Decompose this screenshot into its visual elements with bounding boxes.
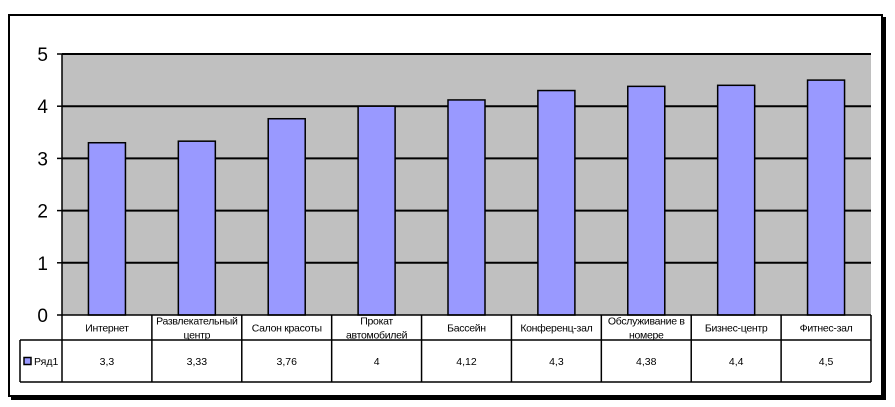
category-label: Прокат bbox=[360, 316, 393, 328]
data-value-label: 4 bbox=[374, 356, 380, 368]
category-label: Интернет bbox=[85, 323, 129, 335]
y-tick-label: 5 bbox=[37, 45, 48, 66]
bar bbox=[357, 105, 396, 316]
legend-label: Ряд1 bbox=[34, 356, 58, 368]
bar bbox=[627, 85, 666, 316]
category-label: Бассейн bbox=[447, 323, 486, 335]
data-value-label: 4,5 bbox=[819, 356, 834, 368]
category-label: Обслуживание в bbox=[608, 316, 686, 328]
bar bbox=[716, 84, 756, 316]
category-label: Фитнес-зал bbox=[800, 323, 853, 335]
data-value-label: 3,76 bbox=[277, 356, 298, 368]
bar bbox=[537, 89, 576, 316]
y-tick-label: 1 bbox=[37, 254, 48, 275]
bar bbox=[267, 117, 306, 316]
category-label: автомобилей bbox=[346, 330, 408, 342]
bar bbox=[447, 99, 486, 316]
category-label: номере bbox=[629, 330, 664, 342]
category-label: Бизнес-центр bbox=[705, 323, 768, 335]
data-value-label: 4,3 bbox=[549, 356, 564, 368]
category-label: центр bbox=[183, 330, 210, 342]
y-tick-label: 0 bbox=[37, 306, 48, 327]
category-label: Конференц-зал bbox=[520, 323, 592, 335]
y-tick-label: 4 bbox=[37, 97, 48, 118]
data-value-label: 4,4 bbox=[729, 356, 744, 368]
legend-swatch bbox=[23, 356, 32, 366]
bar bbox=[177, 140, 217, 316]
y-tick-label: 3 bbox=[37, 149, 48, 170]
data-value-label: 4,12 bbox=[456, 356, 477, 368]
y-tick-label: 2 bbox=[37, 202, 48, 223]
category-label: Салон красоты bbox=[252, 323, 322, 335]
data-value-label: 4,38 bbox=[636, 356, 657, 368]
category-label: Развлекательный bbox=[156, 316, 238, 328]
data-value-label: 3,33 bbox=[187, 356, 208, 368]
data-value-label: 3,3 bbox=[100, 356, 115, 368]
bar bbox=[87, 141, 127, 316]
bar bbox=[806, 79, 846, 316]
